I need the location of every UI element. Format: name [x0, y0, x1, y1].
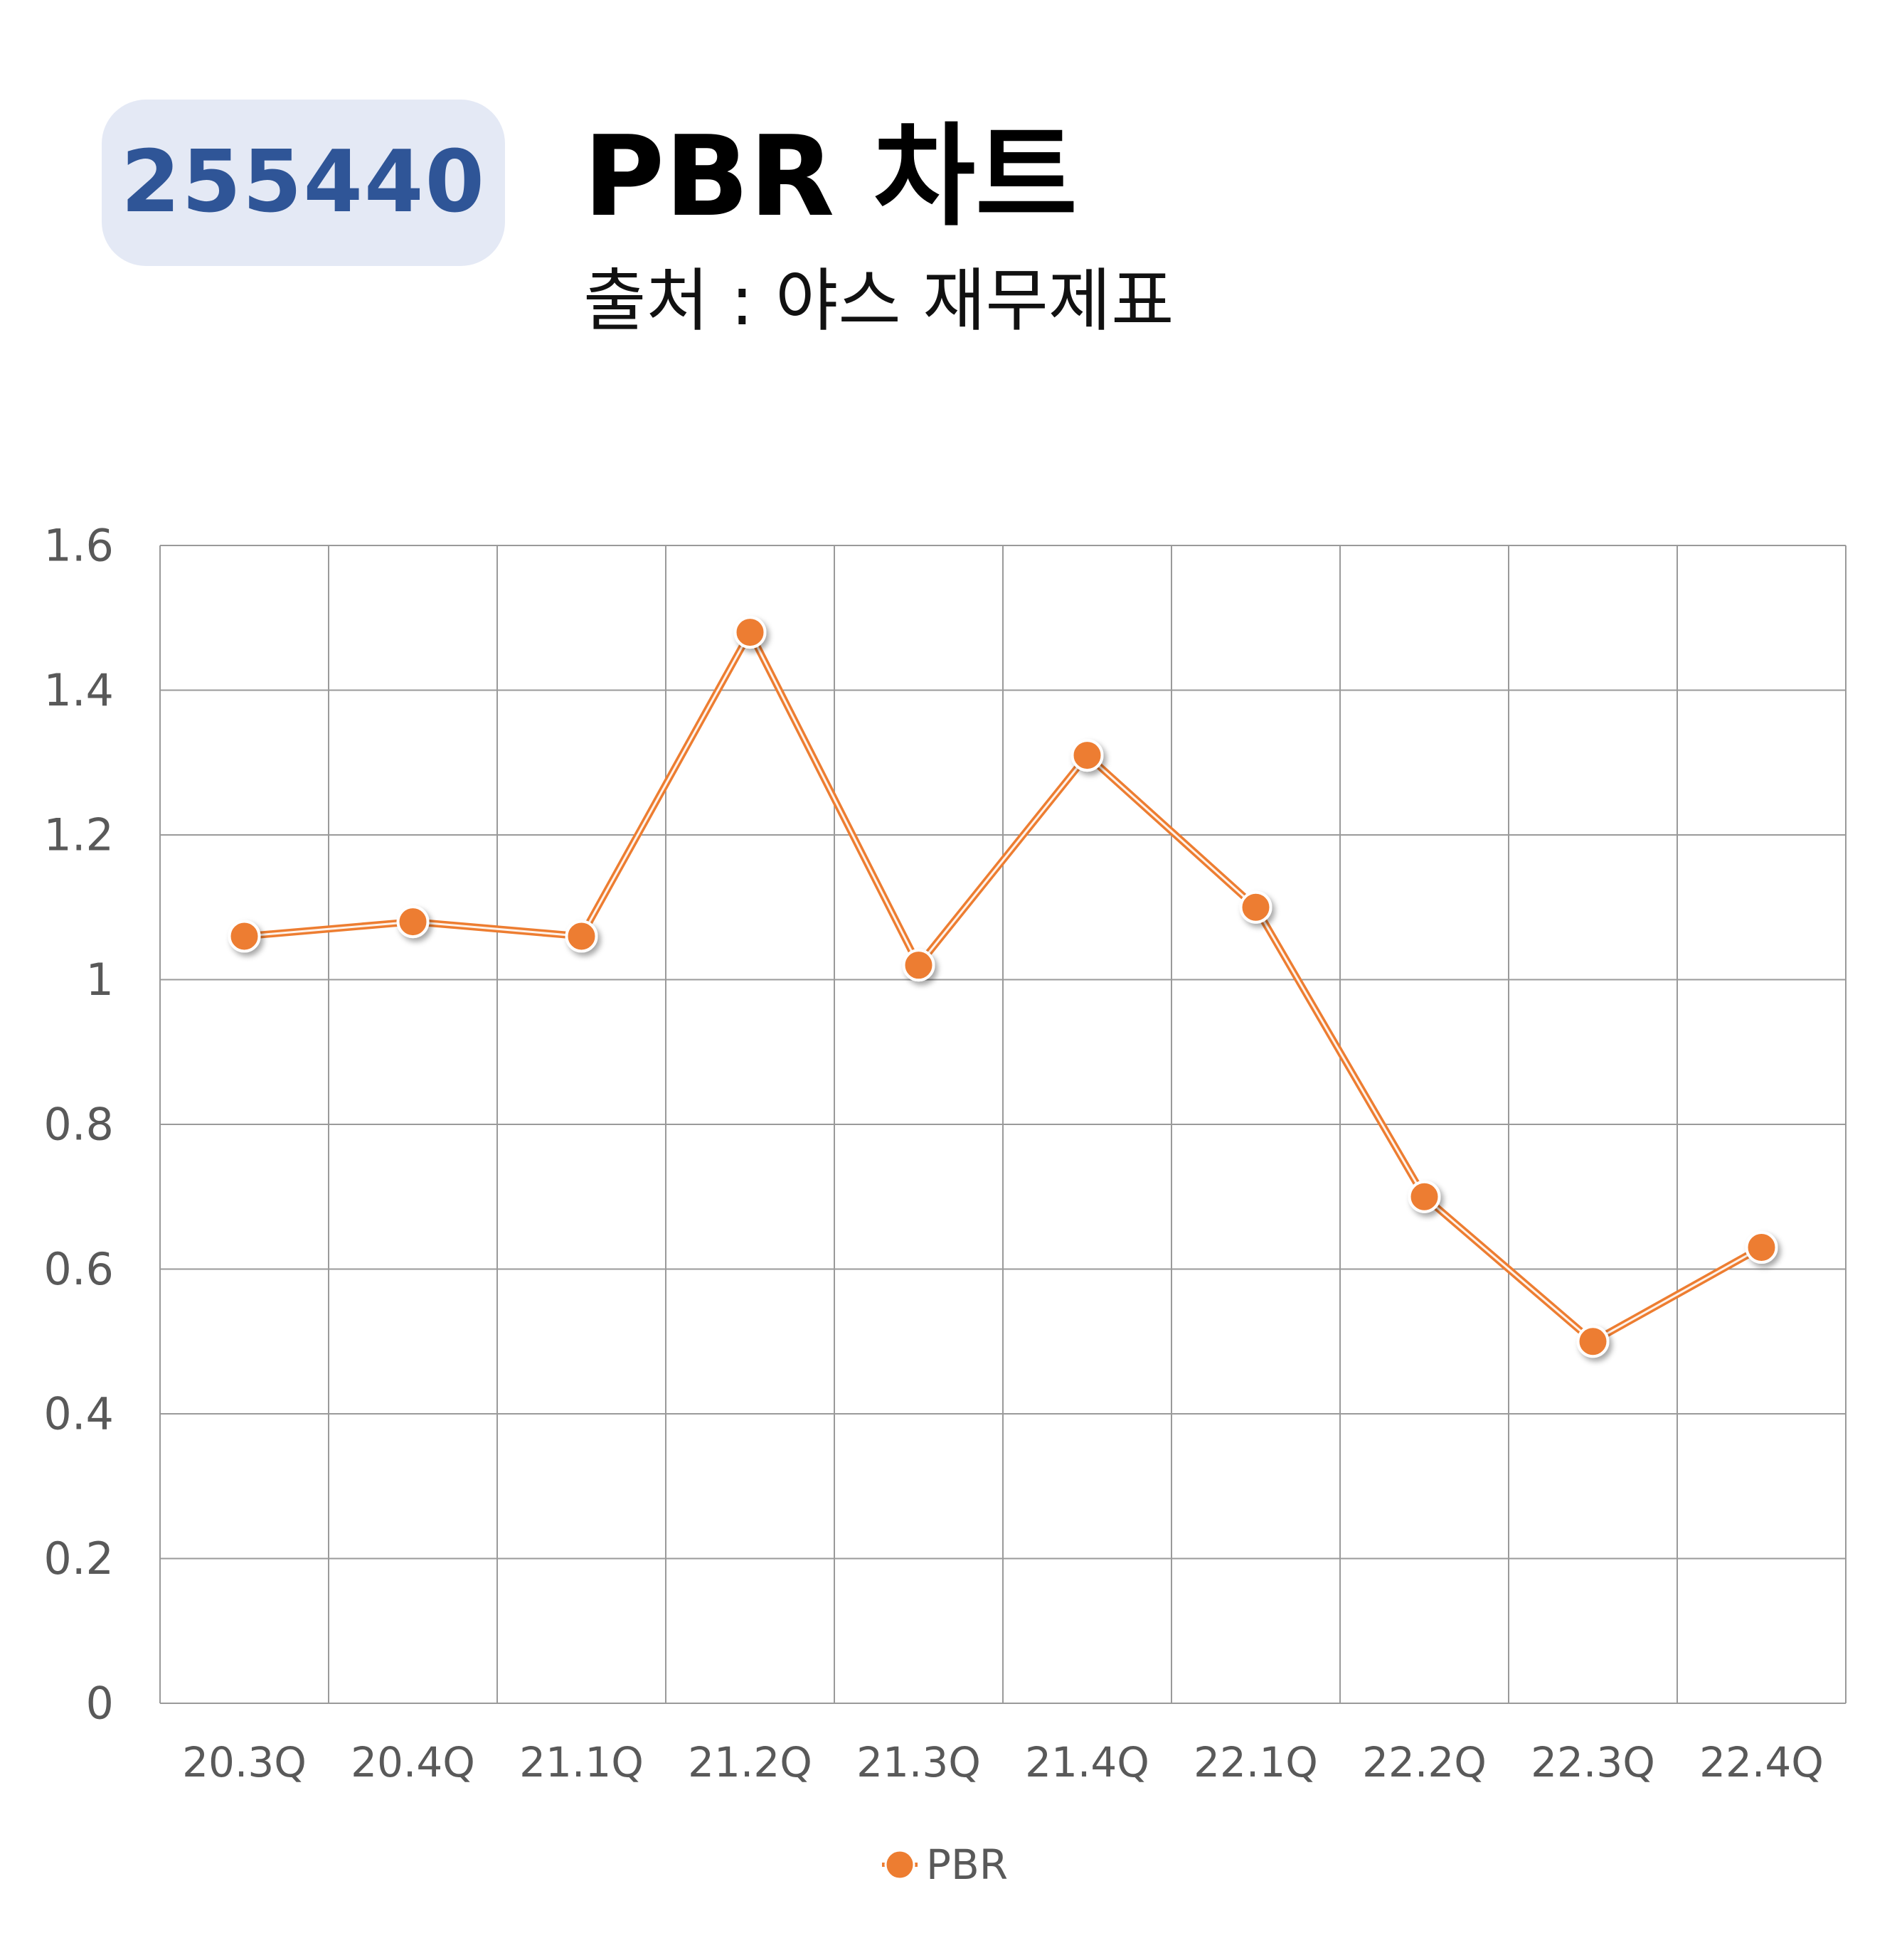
chart-grid [159, 545, 1846, 1704]
data-point [1745, 1230, 1778, 1264]
ticker-code: 255440 [121, 133, 486, 232]
chart-legend: PBR [882, 1841, 1008, 1889]
ticker-badge: 255440 [102, 100, 505, 266]
x-tick-label: 22.3Q [1531, 1738, 1655, 1786]
legend-marker-swatch [884, 1849, 915, 1880]
y-axis-ticks: 0 0.2 0.4 0.6 0.8 1 1.2 1.4 1.6 [43, 520, 114, 1730]
series-line-highlight [244, 631, 1763, 1343]
y-tick-label: 0 [86, 1678, 114, 1730]
data-point [733, 616, 767, 649]
y-tick-label: 1 [86, 954, 114, 1006]
x-tick-label: 21.3Q [856, 1738, 981, 1786]
x-tick-label: 22.4Q [1699, 1738, 1824, 1786]
data-point [1239, 890, 1272, 924]
y-tick-label: 1.4 [43, 664, 114, 716]
y-tick-label: 0.8 [43, 1099, 114, 1151]
page-subtitle: 출처 : 야스 재무제표 [583, 261, 1174, 341]
y-tick-label: 1.2 [43, 809, 114, 861]
data-point [1576, 1325, 1610, 1358]
data-point [902, 949, 935, 982]
x-axis-ticks: 20.3Q 20.4Q 21.1Q 21.2Q 21.3Q 21.4Q 22.1Q 22.2Q… [182, 1738, 1824, 1786]
data-point [228, 920, 261, 953]
x-tick-label: 20.4Q [351, 1738, 475, 1786]
page-title: PBR 차트 [583, 112, 1078, 241]
x-tick-label: 22.1Q [1194, 1738, 1318, 1786]
data-point [565, 920, 598, 953]
legend-label: PBR [926, 1841, 1008, 1889]
y-tick-label: 0.6 [43, 1243, 114, 1295]
data-point [1408, 1180, 1441, 1213]
x-tick-label: 20.3Q [182, 1738, 307, 1786]
series-pbr [228, 616, 1778, 1358]
data-point [1070, 739, 1104, 772]
x-tick-label: 21.4Q [1025, 1738, 1149, 1786]
y-tick-label: 1.6 [43, 520, 114, 572]
x-tick-label: 21.1Q [519, 1738, 644, 1786]
data-point [396, 905, 430, 939]
x-tick-label: 21.2Q [688, 1738, 812, 1786]
y-tick-label: 0.4 [43, 1388, 114, 1440]
x-tick-label: 22.2Q [1362, 1738, 1487, 1786]
y-tick-label: 0.2 [43, 1533, 114, 1584]
